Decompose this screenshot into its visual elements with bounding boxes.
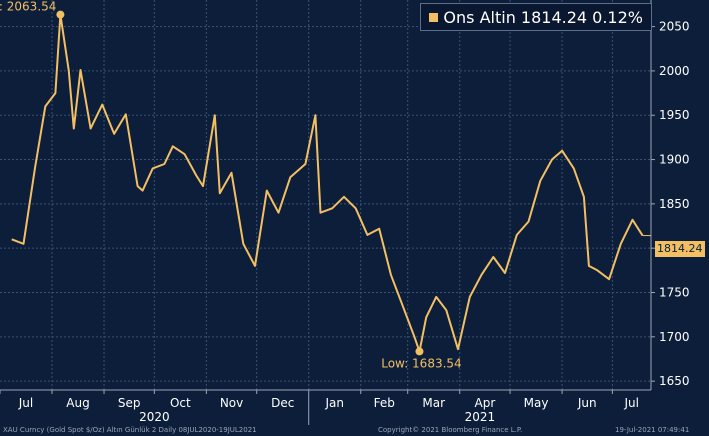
footer: XAU Curncy (Gold Spot $/Oz) Altın Günlük… bbox=[0, 425, 709, 436]
x-tick-label: Apr bbox=[475, 396, 496, 410]
low-marker bbox=[415, 347, 424, 356]
x-tick-label: Jan bbox=[324, 396, 344, 410]
year-label: 2020 bbox=[139, 410, 170, 424]
legend-swatch bbox=[429, 12, 439, 22]
legend-label: Ons Altin 1814.24 0.12% bbox=[443, 7, 643, 27]
y-tick-label: 1700 bbox=[659, 330, 690, 344]
x-tick-label: Jul bbox=[18, 396, 33, 410]
y-tick-label: 1950 bbox=[659, 108, 690, 122]
footer-timestamp: 19-Jul-2021 07:49:41 bbox=[615, 426, 690, 434]
y-tick-label: 1650 bbox=[659, 374, 690, 388]
last-value-label: 1814.24 bbox=[655, 241, 705, 257]
low-label: Low: 1683.54 bbox=[381, 356, 461, 370]
y-tick-label: 1850 bbox=[659, 197, 690, 211]
x-tick-label: Oct bbox=[170, 396, 191, 410]
series-line bbox=[11, 13, 644, 353]
y-tick-label: 1900 bbox=[659, 153, 690, 167]
y-tick-label: 1750 bbox=[659, 286, 690, 300]
x-tick-label: Mar bbox=[422, 396, 445, 410]
footer-copyright: Copyright© 2021 Bloomberg Finance L.P. bbox=[378, 426, 523, 434]
footer-source: XAU Curncy (Gold Spot $/Oz) Altın Günlük… bbox=[3, 426, 257, 434]
year-label: 2021 bbox=[465, 410, 496, 424]
legend: Ons Altin 1814.24 0.12% bbox=[420, 3, 652, 31]
x-tick-label: Aug bbox=[66, 396, 89, 410]
x-tick-label: Feb bbox=[374, 396, 395, 410]
x-tick-label: Sep bbox=[118, 396, 141, 410]
y-tick-label: 2000 bbox=[659, 64, 690, 78]
x-tick-label: Jun bbox=[577, 396, 597, 410]
x-tick-label: Nov bbox=[220, 396, 243, 410]
y-tick-label: 2050 bbox=[659, 20, 690, 34]
x-tick-label: Jul bbox=[623, 396, 638, 410]
high-label: Hi: 2063.54 bbox=[0, 0, 56, 14]
high-marker bbox=[56, 10, 65, 19]
x-tick-label: Dec bbox=[271, 396, 294, 410]
x-tick-label: May bbox=[524, 396, 549, 410]
